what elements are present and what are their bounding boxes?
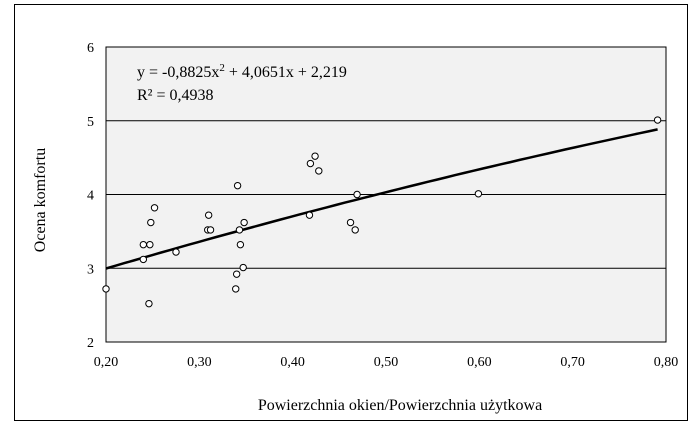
x-tick-label: 0,30 [187, 355, 212, 370]
data-point [102, 285, 110, 293]
data-point [240, 218, 248, 227]
data-point [346, 218, 355, 227]
x-tick-label: 0,40 [280, 355, 305, 370]
data-point [239, 263, 247, 272]
data-point [147, 218, 155, 227]
data-point [206, 226, 215, 234]
data-point [172, 248, 180, 256]
x-axis-ticks: 0,20 0,30 0,40 0,50 0,60 0,70 0,80 [94, 355, 679, 370]
trendline-equation-exponent: 2 [219, 62, 225, 74]
data-point [204, 211, 213, 219]
y-axis-ticks: 2 3 4 5 6 [87, 41, 94, 351]
x-tick-label: 0,50 [374, 355, 399, 370]
data-point [474, 190, 483, 198]
data-point [305, 211, 314, 219]
trendline-equation: y = -0,8825x2 + 4,0651x + 2,219 [137, 62, 347, 81]
y-tick-label: 5 [87, 115, 94, 130]
data-point [146, 240, 154, 249]
data-point [236, 240, 245, 249]
data-point [233, 181, 242, 190]
trendline-equation-rest: + 4,0651x + 2,219 [225, 64, 347, 81]
data-point [311, 152, 319, 160]
y-tick-label: 2 [87, 336, 94, 351]
data-points [102, 116, 662, 308]
chart-frame: 2 3 4 5 6 0,20 0,30 0,40 0,50 0,60 0,70 0,80 y = -… [14, 4, 688, 421]
gridlines [106, 46, 666, 343]
trendline [105, 128, 658, 270]
data-point [235, 226, 244, 234]
data-point [150, 204, 159, 212]
trendline-equation-main: y = -0,8825x [137, 64, 219, 81]
r-squared-label: R² = 0,4938 [137, 87, 214, 104]
x-tick-label: 0,80 [654, 355, 679, 370]
y-tick-label: 4 [87, 189, 94, 204]
data-point [139, 240, 148, 249]
data-point [232, 285, 240, 293]
x-tick-label: 0,60 [467, 355, 492, 370]
y-axis-title: Ocena komfortu [32, 148, 49, 252]
data-point [306, 159, 315, 168]
x-tick-label: 0,70 [560, 355, 585, 370]
x-axis-title: Powierzchnia okien/Powierzchnia użytkowa [258, 397, 542, 414]
data-point [353, 190, 361, 199]
x-tick-label: 0,20 [94, 355, 119, 370]
data-point [139, 255, 148, 264]
data-point [653, 116, 662, 124]
data-point [145, 299, 153, 308]
y-tick-label: 3 [87, 262, 94, 277]
data-point [232, 270, 241, 278]
data-point [351, 226, 359, 234]
data-point [315, 167, 323, 175]
scatter-chart: 2 3 4 5 6 0,20 0,30 0,40 0,50 0,60 0,70 0,80 y = -… [32, 41, 679, 414]
y-tick-label: 6 [87, 41, 94, 56]
